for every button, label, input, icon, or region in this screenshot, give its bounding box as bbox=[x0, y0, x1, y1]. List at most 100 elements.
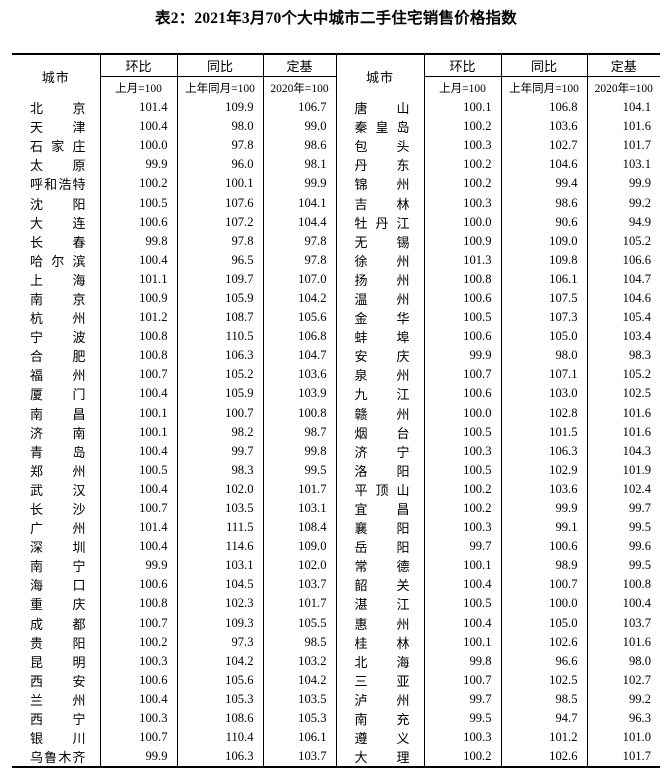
yoy-value-left: 105.2 bbox=[177, 365, 264, 385]
mom-value-left: 100.2 bbox=[100, 174, 178, 194]
mom-value-left: 100.8 bbox=[100, 594, 178, 614]
fixed-value-right: 101.7 bbox=[622, 138, 651, 153]
mom-value-left: 100.1 bbox=[100, 422, 178, 442]
fixed-value-left: 105.5 bbox=[263, 613, 337, 633]
fixed-value-right: 99.2 bbox=[628, 691, 651, 706]
mom-value-right: 100.5 bbox=[424, 308, 502, 328]
table-row: 广 州 101.4 111.5 108.4 襄 阳 100.3 99.1 99.5 bbox=[12, 518, 660, 538]
mom-value-right: 100.9 bbox=[424, 231, 502, 251]
yoy-value-right: 106.3 bbox=[501, 441, 588, 461]
yoy-value-right: 102.6 bbox=[501, 747, 588, 769]
yoy-value-right: 99.4 bbox=[501, 174, 588, 194]
mom-value-right: 99.5 bbox=[424, 709, 502, 729]
city-name-left: 海 口 bbox=[12, 575, 101, 595]
table-row: 长 沙 100.7 103.5 103.1 宜 昌 100.2 99.9 99.7 bbox=[12, 498, 660, 519]
yoy-value-right: 98.9 bbox=[501, 556, 588, 576]
table-row: 郑 州 100.5 98.3 99.5 洛 阳 100.5 102.9 101.9 bbox=[12, 460, 660, 480]
mom-value-right: 100.3 bbox=[424, 441, 502, 461]
yoy-value-left: 109.3 bbox=[177, 613, 264, 633]
fixed-value-right: 99.7 bbox=[628, 501, 651, 516]
city-name-left: 呼和浩特 bbox=[12, 174, 101, 194]
table-row: 银 川 100.7 110.4 106.1 遵 义 100.3 101.2 101.0 bbox=[12, 728, 660, 748]
mom-value-left: 100.4 bbox=[100, 441, 178, 461]
fixed-value-left: 103.9 bbox=[263, 384, 337, 404]
fixed-value-right: 105.2 bbox=[622, 233, 651, 248]
table-row: 杭 州 101.2 108.7 105.6 金 华 100.5 107.3 105.4 bbox=[12, 308, 660, 328]
yoy-value-right: 103.0 bbox=[501, 384, 588, 404]
fixed-value-left: 104.7 bbox=[263, 346, 337, 366]
yoy-value-left: 98.2 bbox=[177, 422, 264, 442]
fixed-value-right: 103.4 bbox=[622, 329, 651, 344]
fixed-value-left: 104.1 bbox=[263, 193, 337, 213]
yoy-value-left: 107.2 bbox=[177, 212, 264, 232]
city-name-left: 昆 明 bbox=[12, 651, 101, 671]
yoy-value-left: 109.9 bbox=[177, 98, 264, 118]
fixed-value-right: 99.6 bbox=[628, 539, 651, 554]
table-row: 贵 阳 100.2 97.3 98.5 桂 林 100.1 102.6 101.6 bbox=[12, 632, 660, 652]
mom-value-right: 99.9 bbox=[424, 346, 502, 366]
fixed-value-left: 104.4 bbox=[263, 212, 337, 232]
city-name-left: 西 安 bbox=[12, 670, 101, 690]
city-name-left: 南 京 bbox=[12, 288, 101, 309]
table-row: 北 京 101.4 109.9 106.7 唐 山 100.1 106.8 104.1 bbox=[12, 98, 660, 118]
yoy-value-left: 103.1 bbox=[177, 556, 264, 576]
city-name-right: 洛 阳 bbox=[336, 460, 425, 480]
mom-value-right: 100.4 bbox=[424, 575, 502, 595]
city-name-left: 大 连 bbox=[12, 212, 101, 232]
city-name-left: 石家庄 bbox=[12, 136, 101, 156]
city-name-left: 重 庆 bbox=[12, 594, 101, 614]
fixed-value-right: 104.3 bbox=[622, 443, 651, 458]
city-name-left: 福 州 bbox=[12, 365, 101, 385]
mom-value-left: 100.3 bbox=[100, 709, 178, 729]
table-row: 西 安 100.6 105.6 104.2 三 亚 100.7 102.5 102.7 bbox=[12, 670, 660, 690]
yoy-value-right: 99.1 bbox=[501, 518, 588, 538]
city-name-right: 蚌 埠 bbox=[336, 327, 425, 347]
fixed-value-left: 98.1 bbox=[263, 155, 337, 175]
yoy-value-right: 109.0 bbox=[501, 231, 588, 251]
table-row: 合 肥 100.8 106.3 104.7 安 庆 99.9 98.0 98.3 bbox=[12, 346, 660, 366]
fixed-value-left: 101.7 bbox=[263, 594, 337, 614]
table-row: 大 连 100.6 107.2 104.4 牡丹江 100.0 90.6 94.9 bbox=[12, 212, 660, 232]
fixed-value-right: 105.2 bbox=[622, 367, 651, 382]
mom-value-left: 100.8 bbox=[100, 346, 178, 366]
city-name-left: 青 岛 bbox=[12, 441, 101, 461]
table-row: 深 圳 100.4 114.6 109.0 岳 阳 99.7 100.6 99.6 bbox=[12, 537, 660, 557]
mom-value-right: 100.8 bbox=[424, 269, 502, 289]
yoy-value-right: 98.0 bbox=[501, 346, 588, 366]
yoy-value-left: 106.3 bbox=[177, 747, 264, 769]
table-row: 福 州 100.7 105.2 103.6 泉 州 100.7 107.1 105.2 bbox=[12, 365, 660, 385]
header-row-group: 城市 环比 同比 定基 城市 环比 同比 定基 bbox=[12, 53, 660, 98]
mom-value-right: 100.5 bbox=[424, 594, 502, 614]
mom-value-left: 99.9 bbox=[100, 747, 178, 769]
city-name-left: 合 肥 bbox=[12, 346, 101, 366]
table-row: 上 海 101.1 109.7 107.0 扬 州 100.8 106.1 104.7 bbox=[12, 269, 660, 289]
fixed-value-right: 101.0 bbox=[622, 730, 651, 745]
fixed-value-left: 103.2 bbox=[263, 651, 337, 671]
fixed-value-right: 99.5 bbox=[628, 520, 651, 535]
yoy-value-left: 105.9 bbox=[177, 384, 264, 404]
yoy-value-left: 111.5 bbox=[177, 518, 264, 538]
fixed-value-right: 101.7 bbox=[587, 747, 660, 769]
yoy-value-left: 110.4 bbox=[177, 728, 264, 748]
city-name-right: 吉 林 bbox=[336, 193, 425, 213]
table-row: 海 口 100.6 104.5 103.7 韶 关 100.4 100.7 100.8 bbox=[12, 575, 660, 595]
mom-value-left: 100.4 bbox=[100, 250, 178, 270]
fixed-value-left: 102.0 bbox=[263, 556, 337, 576]
mom-value-right: 100.2 bbox=[424, 479, 502, 499]
fixed-value-right: 101.6 bbox=[622, 424, 651, 439]
mom-value-right: 100.1 bbox=[424, 98, 502, 118]
mom-value-right: 100.3 bbox=[424, 728, 502, 748]
mom-value-left: 100.7 bbox=[100, 728, 178, 748]
mom-value-left: 100.4 bbox=[100, 384, 178, 404]
yoy-value-right: 94.7 bbox=[501, 709, 588, 729]
fixed-value-left: 99.0 bbox=[263, 117, 337, 137]
yoy-value-right: 102.5 bbox=[501, 670, 588, 690]
yoy-value-right: 101.2 bbox=[501, 728, 588, 748]
mom-value-right: 100.2 bbox=[424, 498, 502, 519]
city-name-left: 兰 州 bbox=[12, 689, 101, 709]
mom-value-right: 99.8 bbox=[424, 651, 502, 671]
city-name-left: 南 昌 bbox=[12, 403, 101, 423]
page-title: 表2：2021年3月70个大中城市二手住宅销售价格指数 bbox=[155, 10, 517, 27]
fixed-value-right: 101.9 bbox=[622, 462, 651, 477]
yoy-value-right: 90.6 bbox=[501, 212, 588, 232]
